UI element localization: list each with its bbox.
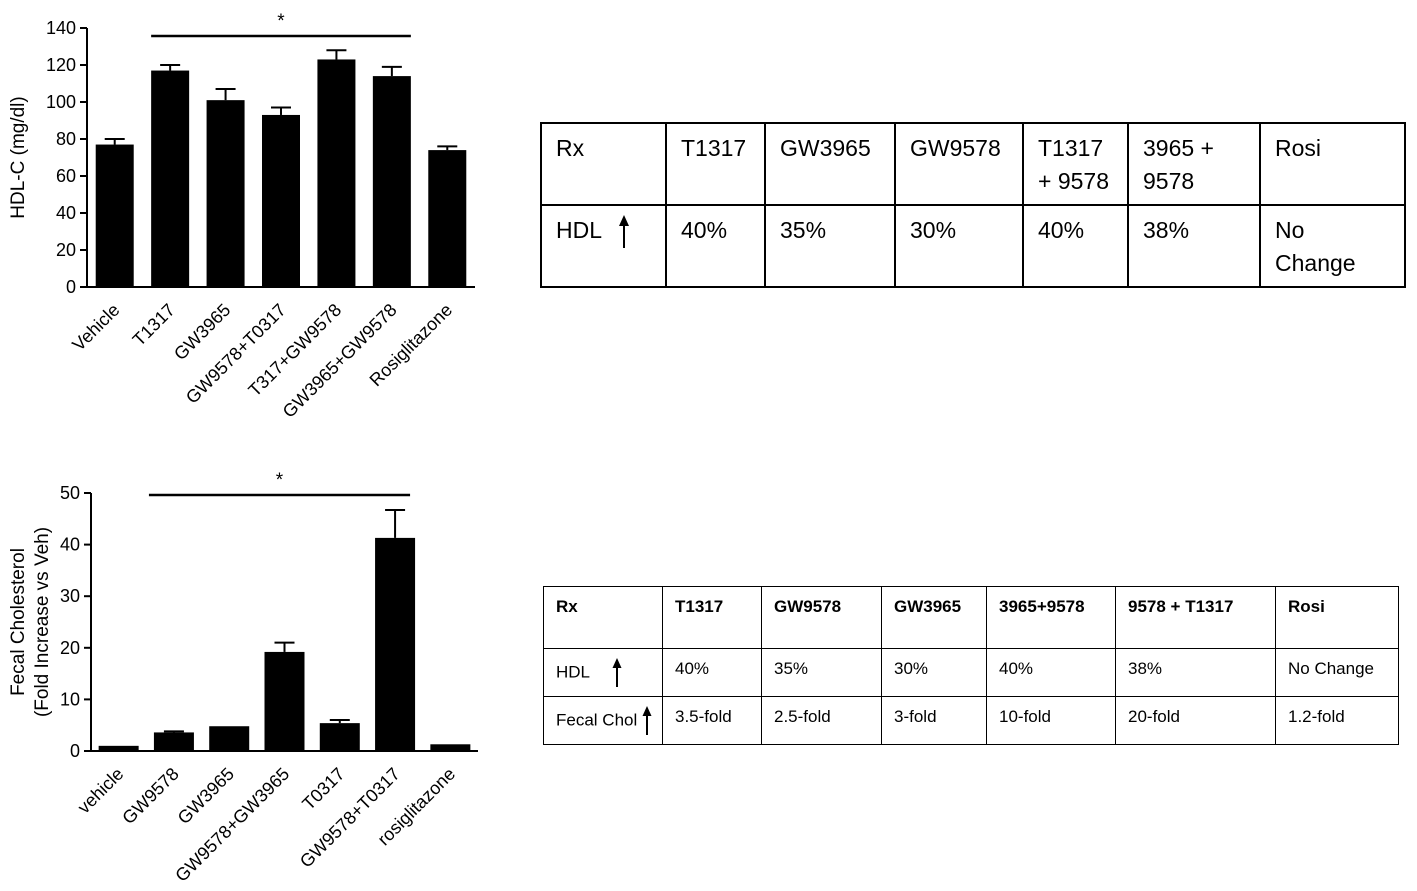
- table-cell: 35%: [764, 204, 896, 288]
- y-tick-label: 40: [56, 203, 76, 223]
- table-cell: 30%: [894, 204, 1024, 288]
- row-label: HDL: [556, 217, 602, 243]
- bar: [372, 76, 411, 287]
- x-tick-label: Vehicle: [68, 300, 123, 355]
- table-cell: GW9578: [761, 586, 882, 649]
- table-cell: 1.2-fold: [1275, 696, 1399, 745]
- y-tick-label: 30: [60, 586, 80, 606]
- bar: [151, 70, 190, 287]
- table-cell: 40%: [665, 204, 766, 288]
- x-tick-label: GW9578: [118, 764, 182, 828]
- table-cell: 30%: [881, 648, 987, 697]
- table-cell: 40%: [986, 648, 1116, 697]
- bar: [95, 144, 134, 287]
- row-label: HDL: [556, 662, 590, 682]
- up-arrow-icon: [618, 214, 629, 248]
- bar: [375, 537, 416, 751]
- bar: [98, 745, 139, 751]
- hdl-fecal-summary-table: Rx T1317 GW9578 GW3965 3965+9578 9578 + …: [543, 586, 1399, 745]
- table-cell: Rosi: [1259, 122, 1406, 206]
- table-cell: GW9578: [894, 122, 1024, 206]
- table-cell: No Change: [1275, 648, 1399, 697]
- table-cell: Rosi: [1275, 586, 1399, 649]
- significance-marker: *: [277, 11, 285, 32]
- table-cell: Fecal Chol: [543, 696, 663, 745]
- bar: [153, 732, 194, 751]
- bar: [209, 726, 250, 751]
- y-tick-label: 100: [46, 92, 76, 112]
- y-tick-label: 120: [46, 55, 76, 75]
- y-tick-label: 140: [46, 18, 76, 38]
- table-cell: Rx: [543, 586, 663, 649]
- y-tick-label: 60: [56, 166, 76, 186]
- hdl-summary-table: Rx T1317 GW3965 GW9578 T1317 + 9578 3965…: [540, 122, 1406, 288]
- y-axis-label: (Fold Increase vs Veh): [32, 527, 53, 717]
- up-arrow-icon: [612, 658, 622, 687]
- x-tick-label: GW9578+T0317: [296, 764, 404, 872]
- table-cell: HDL: [540, 204, 667, 288]
- y-tick-label: 40: [60, 535, 80, 555]
- y-axis-label: HDL-C (mg/dl): [8, 96, 29, 218]
- table-cell: 35%: [761, 648, 882, 697]
- table-cell: 3965 + 9578: [1127, 122, 1261, 206]
- table-cell: 20-fold: [1115, 696, 1276, 745]
- table-cell: 40%: [1022, 204, 1129, 288]
- table-cell: 3-fold: [881, 696, 987, 745]
- table-cell: HDL: [543, 648, 663, 697]
- bar: [319, 723, 360, 751]
- table-cell: 38%: [1115, 648, 1276, 697]
- table-cell: Rx: [540, 122, 667, 206]
- table-cell: No Change: [1259, 204, 1406, 288]
- table-cell: 3.5-fold: [662, 696, 762, 745]
- y-tick-label: 20: [60, 638, 80, 658]
- table-cell: T1317: [665, 122, 766, 206]
- table-header-row: Rx T1317 GW9578 GW3965 3965+9578 9578 + …: [543, 586, 1399, 649]
- bar: [206, 100, 245, 288]
- fecal-cholesterol-bar-chart: 0 10 20 30 40 50 Fecal Cholesterol (Fold Increa…: [8, 470, 478, 886]
- table-cell: 40%: [662, 648, 762, 697]
- bar: [317, 59, 356, 288]
- x-tick-label: GW9578+T0317: [182, 300, 290, 408]
- y-tick-label: 20: [56, 240, 76, 260]
- bar: [264, 651, 305, 751]
- table-cell: GW3965: [764, 122, 896, 206]
- bar: [262, 114, 300, 287]
- table-cell: T1317 + 9578: [1022, 122, 1129, 206]
- table-row: Fecal Chol 3.5-fold 2.5-fold 3-fold 10-f…: [543, 696, 1399, 745]
- table-row: HDL 40% 35% 30% 40% 38% No Change: [543, 648, 1399, 697]
- y-tick-label: 0: [70, 741, 80, 761]
- up-arrow-icon: [642, 706, 652, 735]
- table-cell: 3965+9578: [986, 586, 1116, 649]
- hdl-bar-chart: 0 20 40 60 80 100 120 140 HDL-C (mg/dl) Vehicle T1…: [8, 11, 475, 422]
- table-cell: 10-fold: [986, 696, 1116, 745]
- x-tick-label: vehicle: [74, 764, 128, 818]
- row-label: Fecal Chol: [556, 710, 638, 730]
- y-tick-label: 50: [60, 483, 80, 503]
- table-cell: T1317: [662, 586, 762, 649]
- y-tick-label: 0: [66, 277, 76, 297]
- y-tick-label: 80: [56, 129, 76, 149]
- table-cell: 9578 + T1317: [1115, 586, 1276, 649]
- y-tick-label: 10: [60, 689, 80, 709]
- bar: [428, 150, 467, 287]
- y-axis-label: Fecal Cholesterol: [8, 548, 29, 696]
- x-tick-label: T0317: [298, 764, 348, 814]
- significance-marker: *: [276, 470, 284, 491]
- table-header-row: Rx T1317 GW3965 GW9578 T1317 + 9578 3965…: [540, 122, 1406, 206]
- table-cell: GW3965: [881, 586, 987, 649]
- table-cell: 2.5-fold: [761, 696, 882, 745]
- table-cell: 38%: [1127, 204, 1261, 288]
- table-row: HDL 40% 35% 30% 40% 38% No Change: [540, 204, 1406, 288]
- x-tick-label: T1317: [129, 300, 179, 350]
- bar: [430, 744, 471, 751]
